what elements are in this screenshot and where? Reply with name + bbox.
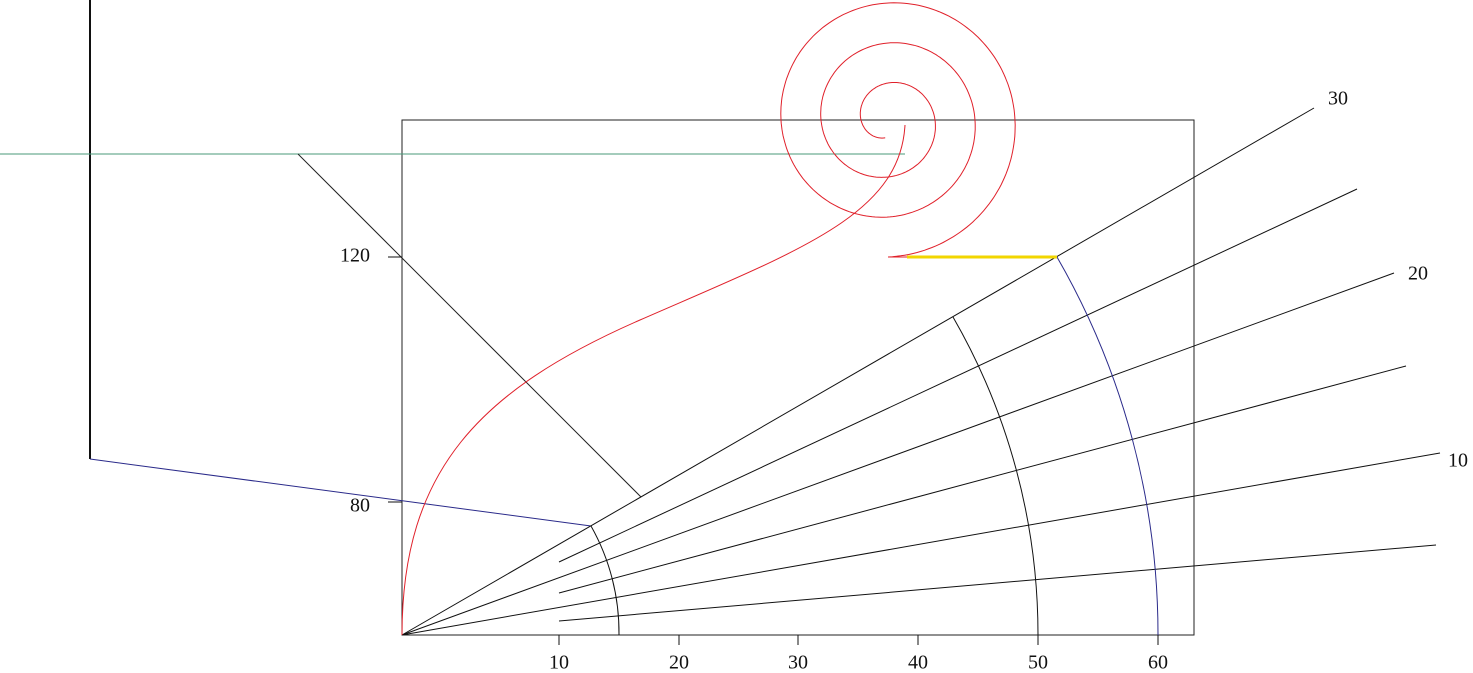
rays <box>401 107 1441 636</box>
angle-label: 20 <box>1408 263 1428 285</box>
red-curve <box>401 124 906 636</box>
x-label: 20 <box>669 652 689 673</box>
ray <box>401 272 1395 636</box>
ray <box>558 365 1407 594</box>
red-spiral <box>780 2 1016 258</box>
x-label: 60 <box>1148 652 1168 673</box>
x-label: 10 <box>549 652 569 673</box>
ray <box>401 107 1315 636</box>
ray <box>558 544 1437 622</box>
ray <box>558 188 1358 563</box>
arc <box>590 525 620 636</box>
y-label: 80 <box>350 495 370 517</box>
x-label: 50 <box>1028 652 1048 673</box>
blue-line <box>89 458 592 527</box>
x-label: 30 <box>788 652 808 673</box>
angle-label: 30 <box>1328 88 1348 110</box>
diagonal-line <box>297 153 642 498</box>
y-label: 120 <box>340 245 370 267</box>
x-label: 40 <box>908 652 928 673</box>
ray <box>401 452 1441 636</box>
ticks <box>388 256 1159 645</box>
arc <box>1056 256 1159 636</box>
angle-label: 10 <box>1448 450 1468 472</box>
arc <box>952 316 1039 636</box>
